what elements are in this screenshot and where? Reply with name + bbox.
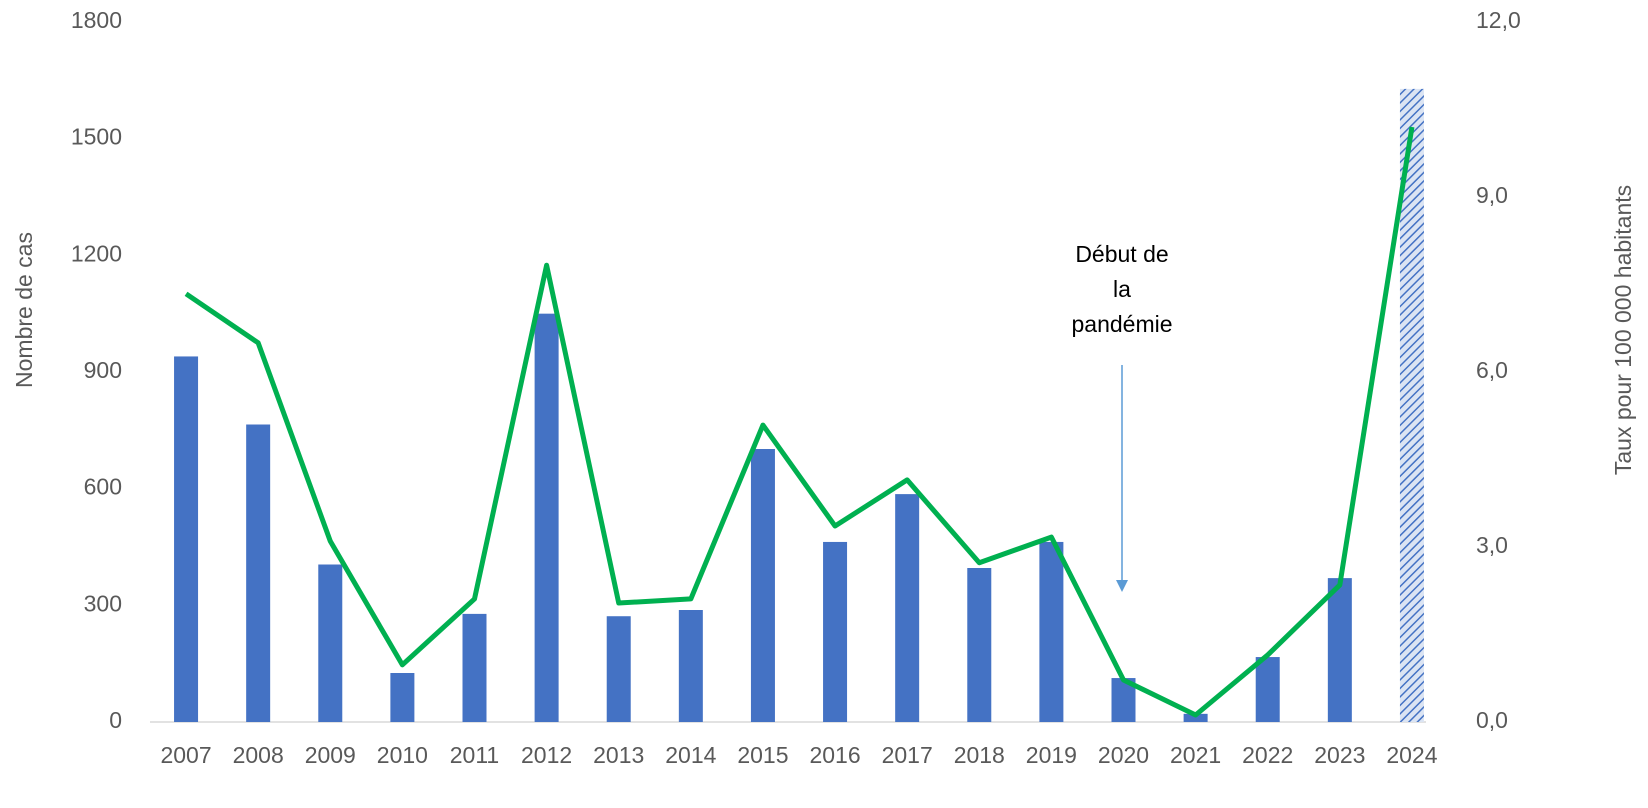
x-tick-label: 2022 (1242, 742, 1293, 768)
x-tick-label: 2021 (1170, 742, 1221, 768)
y-tick-label: 300 (84, 590, 122, 616)
y2-axis-label: Taux pour 100 000 habitants (1610, 185, 1636, 475)
bar (750, 449, 775, 722)
y-tick-label: 900 (84, 357, 122, 383)
x-tick-label: 2020 (1098, 742, 1149, 768)
x-tick-label: 2013 (593, 742, 644, 768)
y-tick-label: 600 (84, 474, 122, 500)
annotation-arrowhead (1116, 580, 1128, 592)
y2-tick-label: 3,0 (1476, 532, 1508, 558)
x-tick-label: 2019 (1026, 742, 1077, 768)
bar (678, 610, 703, 722)
y2-tick-label: 6,0 (1476, 357, 1508, 383)
y-tick-label: 1800 (71, 7, 122, 33)
bar (390, 673, 415, 722)
annotation: Début de la pandémie (1071, 241, 1173, 592)
bar (462, 613, 487, 722)
x-tick-label: 2009 (305, 742, 356, 768)
y-tick-label: 1500 (71, 124, 122, 150)
bar (606, 616, 631, 722)
x-tick-label: 2015 (737, 742, 788, 768)
annotation-line: pandémie (1071, 311, 1172, 337)
line (184, 126, 1415, 718)
x-tick-label: 2018 (954, 742, 1005, 768)
x-tick-label: 2011 (450, 742, 499, 768)
x-tick-label: 2014 (665, 742, 716, 768)
bar (1399, 88, 1424, 722)
x-tick-label: 2012 (521, 742, 572, 768)
x-tick-label: 2023 (1314, 742, 1365, 768)
y2-tick-label: 0,0 (1476, 707, 1508, 733)
x-tick-label: 2008 (233, 742, 284, 768)
bar (967, 568, 992, 722)
bar (1327, 578, 1352, 722)
y-tick-label: 0 (109, 707, 122, 733)
x-tick-label: 2024 (1386, 742, 1437, 768)
x-tick-label: 2010 (377, 742, 428, 768)
bar (1255, 657, 1280, 722)
x-tick-label: 2016 (809, 742, 860, 768)
y2-tick-label: 9,0 (1476, 182, 1508, 208)
bar (246, 424, 271, 722)
x-tick-label: 2017 (882, 742, 933, 768)
bar (534, 313, 559, 722)
annotation-line: la (1113, 276, 1131, 302)
y-tick-label: 1200 (71, 240, 122, 266)
y-axis-label: Nombre de cas (11, 232, 37, 388)
bar (823, 541, 848, 722)
bar (1183, 713, 1208, 722)
bar (318, 564, 343, 722)
bar (895, 494, 920, 722)
bar (1039, 541, 1064, 722)
bar (174, 356, 199, 722)
y2-tick-label: 12,0 (1476, 7, 1521, 33)
x-tick-label: 2007 (160, 742, 211, 768)
annotation-line: Début de (1075, 241, 1168, 267)
